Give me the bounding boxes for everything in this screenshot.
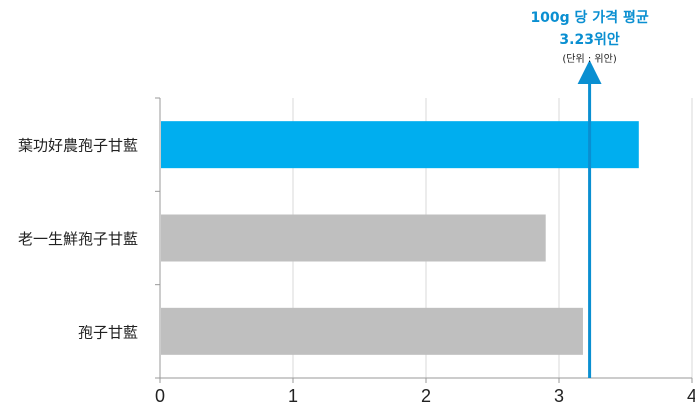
bars [161,121,639,355]
x-tick-label: 2 [421,386,431,406]
average-annotation: 100g 당 가격 평균 3.23위안 (단위 : 위안) [530,9,649,378]
bar [161,121,639,169]
category-label: 孢子甘藍 [78,323,138,341]
axes [155,97,693,383]
average-unit-note: (단위 : 위안) [562,52,616,65]
x-tick-label: 3 [554,386,564,406]
bar [161,214,546,262]
x-tick-label: 0 [155,386,165,406]
average-value: 3.23위안 [559,31,619,48]
x-tick-label: 4 [687,386,695,406]
bar [161,307,583,355]
category-label: 葉功好農孢子甘藍 [18,137,138,155]
average-title: 100g 당 가격 평균 [530,9,648,26]
category-label: 老一生鮮孢子甘藍 [18,230,138,248]
x-tick-label: 1 [288,386,298,406]
tick-labels: 0 1 2 3 4 [155,386,695,406]
